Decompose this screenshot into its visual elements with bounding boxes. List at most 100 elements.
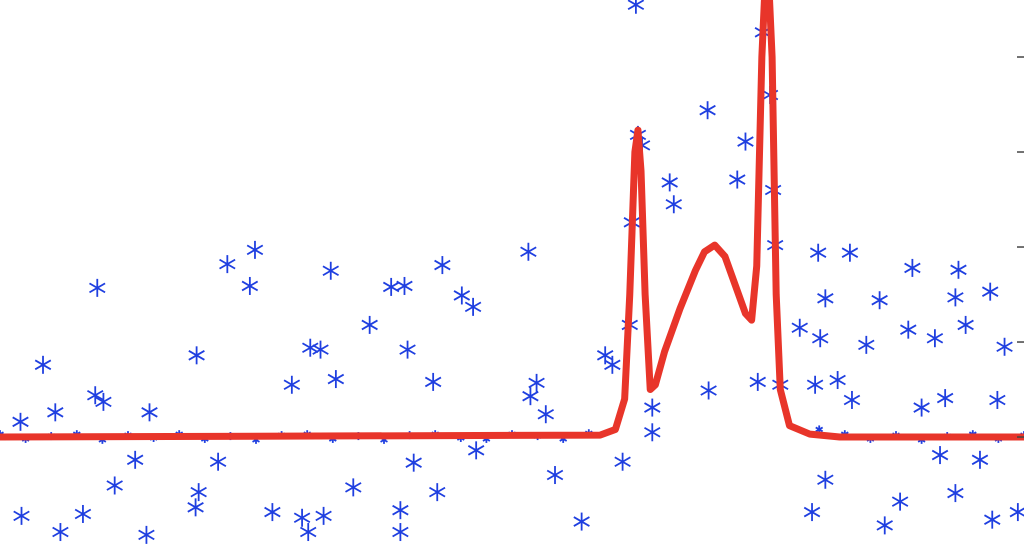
data-point xyxy=(573,512,590,531)
data-point xyxy=(971,450,989,469)
marker-stroke xyxy=(809,247,827,258)
marker-stroke xyxy=(984,514,1001,525)
data-point xyxy=(74,504,92,523)
data-point xyxy=(246,240,264,259)
marker-stroke xyxy=(876,520,893,531)
marker-stroke xyxy=(737,136,754,147)
marker-stroke xyxy=(891,496,909,507)
data-point xyxy=(891,492,909,511)
data-point xyxy=(876,516,893,535)
marker-stroke xyxy=(74,508,92,520)
marker-stroke xyxy=(322,265,339,277)
data-point xyxy=(392,523,409,542)
marker-stroke xyxy=(312,344,329,355)
marker-stroke xyxy=(190,486,207,498)
data-point xyxy=(209,452,227,471)
marker-stroke xyxy=(926,332,944,344)
marker-stroke xyxy=(187,502,204,513)
data-point xyxy=(522,387,539,406)
marker-stroke xyxy=(546,469,564,481)
marker-stroke xyxy=(34,359,52,371)
data-point xyxy=(841,243,859,262)
data-point xyxy=(947,484,964,503)
data-point xyxy=(434,256,451,275)
data-point xyxy=(302,338,319,357)
marker-stroke xyxy=(931,449,949,461)
marker-stroke xyxy=(392,504,409,516)
marker-stroke xyxy=(453,290,471,301)
data-point xyxy=(47,403,64,422)
data-point xyxy=(312,340,329,359)
data-point xyxy=(187,498,204,517)
marker-stroke xyxy=(12,416,29,428)
marker-stroke xyxy=(815,426,824,433)
data-point xyxy=(858,335,875,354)
marker-stroke xyxy=(520,246,537,258)
data-point xyxy=(106,476,123,495)
marker-stroke xyxy=(604,359,621,371)
data-point xyxy=(405,453,422,472)
marker-stroke xyxy=(858,339,875,351)
marker-stroke xyxy=(644,426,661,438)
marker-stroke xyxy=(699,104,716,116)
data-point xyxy=(644,423,661,442)
marker-stroke xyxy=(241,280,259,292)
data-point xyxy=(737,132,754,151)
data-point xyxy=(803,503,821,522)
data-point xyxy=(361,315,378,334)
marker-stroke xyxy=(803,506,821,518)
marker-stroke xyxy=(382,281,400,293)
data-point xyxy=(871,291,888,310)
data-point xyxy=(392,501,409,520)
marker-stroke xyxy=(665,198,683,210)
marker-stroke xyxy=(661,177,678,188)
data-point xyxy=(931,446,949,465)
fit-line xyxy=(0,0,1024,441)
data-point xyxy=(661,173,678,192)
marker-stroke xyxy=(293,512,311,524)
data-point xyxy=(188,346,205,365)
data-point xyxy=(627,0,645,14)
data-point xyxy=(614,452,631,471)
data-point xyxy=(264,503,281,522)
data-point xyxy=(981,282,999,301)
marker-stroke xyxy=(817,293,834,304)
marker-stroke xyxy=(811,332,829,344)
data-point xyxy=(537,405,555,424)
marker-stroke xyxy=(315,510,332,522)
data-point xyxy=(913,398,930,417)
marker-stroke xyxy=(806,379,824,391)
marker-stroke xyxy=(89,282,106,294)
data-point xyxy=(791,318,808,337)
marker-stroke xyxy=(904,262,921,274)
marker-stroke xyxy=(424,376,442,388)
data-point xyxy=(699,101,716,120)
data-point xyxy=(904,258,921,277)
data-point xyxy=(957,315,974,334)
marker-stroke xyxy=(219,258,236,270)
data-point xyxy=(283,375,301,394)
marker-stroke xyxy=(264,506,281,518)
data-point xyxy=(429,483,446,502)
data-point xyxy=(700,381,717,400)
data-point xyxy=(843,390,861,409)
data-point xyxy=(299,523,317,542)
marker-stroke xyxy=(467,445,485,456)
data-point xyxy=(141,403,158,422)
data-point xyxy=(89,278,106,297)
data-point xyxy=(729,170,746,189)
data-point xyxy=(52,523,69,542)
marker-stroke xyxy=(957,319,974,331)
data-point xyxy=(900,320,917,339)
marker-stroke xyxy=(396,280,413,292)
data-point xyxy=(644,398,661,417)
data-point xyxy=(399,340,416,359)
data-point xyxy=(86,386,104,405)
marker-stroke xyxy=(596,350,614,361)
data-point xyxy=(95,392,112,411)
marker-stroke xyxy=(900,324,917,335)
marker-stroke xyxy=(729,174,746,185)
marker-stroke xyxy=(947,487,964,499)
